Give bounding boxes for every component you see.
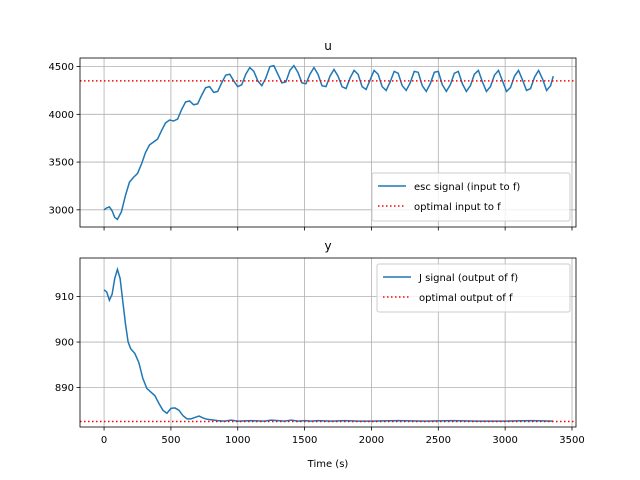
legend-label-optimal-input: optimal input to f [414, 202, 501, 213]
tick-labels: 0 500 1000 1500 2000 2500 3000 3500 890 900 910 [55, 292, 585, 446]
x-tick-label: 2500 [426, 435, 451, 446]
tick-labels: 3000 3500 4000 4500 [49, 62, 74, 216]
subplot-title: y [324, 239, 331, 253]
y-tick-label: 900 [55, 338, 74, 349]
subplot-u: 3000 3500 4000 4500 u esc signal (input to … [49, 39, 577, 231]
y-tick-label: 4000 [49, 110, 74, 121]
tick-marks [76, 296, 573, 431]
y-tick-label: 4500 [49, 62, 74, 73]
x-tick-label: 1500 [292, 435, 317, 446]
legend-label-optimal-output: optimal output of f [419, 293, 513, 304]
x-tick-label: 500 [161, 435, 180, 446]
legend-box [371, 172, 571, 222]
series-line-0 [103, 266, 554, 422]
x-axis-label: Time (s) [307, 459, 349, 470]
y-tick-label: 3000 [49, 205, 74, 216]
legend-box [376, 263, 571, 313]
legend: esc signal (input to f) optimal input to… [371, 172, 571, 222]
y-tick-label: 3500 [49, 158, 74, 169]
legend-label-j-signal: J signal (output of f) [418, 273, 518, 284]
series-line-0 [103, 64, 554, 221]
x-tick-label: 1000 [225, 435, 250, 446]
legend: J signal (output of f) optimal output of… [376, 263, 571, 313]
x-tick-label: 3000 [492, 435, 517, 446]
subplot-title: u [324, 39, 332, 53]
y-tick-label: 890 [55, 383, 74, 394]
x-tick-label: 0 [101, 435, 107, 446]
x-tick-label: 2000 [359, 435, 384, 446]
legend-label-esc-signal: esc signal (input to f) [414, 182, 520, 193]
axes-frame [79, 257, 577, 428]
series-lines [80, 64, 576, 221]
series-lines [80, 266, 576, 423]
tick-marks [76, 66, 573, 231]
y-tick-label: 910 [55, 292, 74, 303]
axes-frame [79, 57, 577, 228]
x-tick-label: 3500 [559, 435, 584, 446]
